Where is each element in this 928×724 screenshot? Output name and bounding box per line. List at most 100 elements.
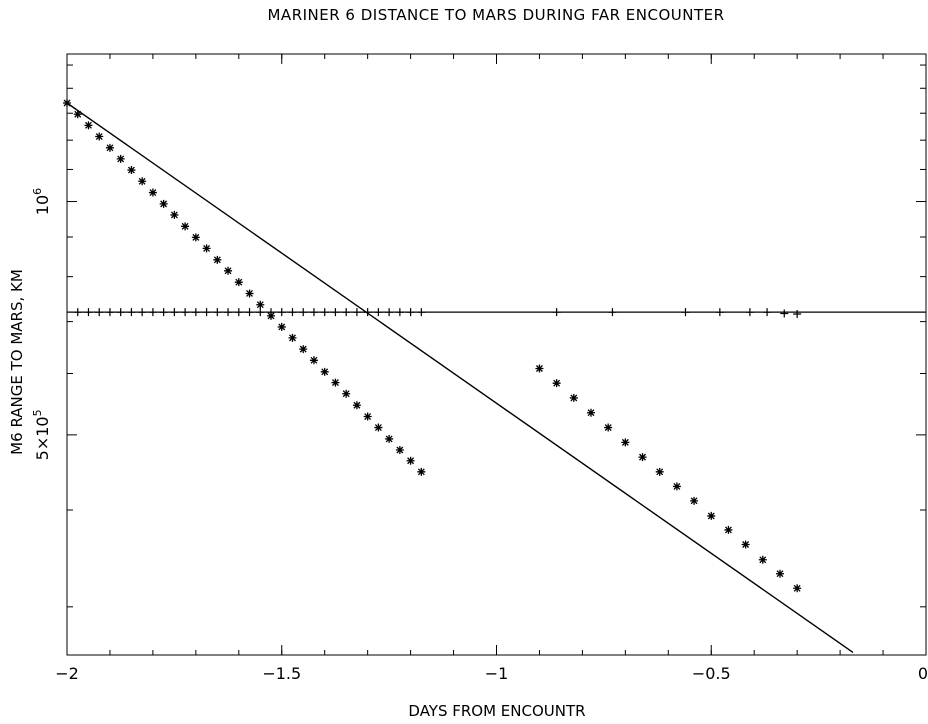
data-point-asterisk — [310, 356, 318, 364]
data-point-asterisk — [213, 256, 221, 264]
x-tick-label: −0.5 — [692, 664, 731, 683]
data-point-plus — [149, 308, 157, 316]
data-point-plus — [160, 308, 168, 316]
data-point-plus — [310, 308, 318, 316]
data-point-asterisk — [342, 390, 350, 398]
data-point-asterisk — [149, 189, 157, 197]
chart-title: MARINER 6 DISTANCE TO MARS DURING FAR EN… — [267, 6, 724, 24]
data-point-plus — [716, 308, 724, 316]
data-point-plus — [192, 308, 200, 316]
data-point-asterisk — [331, 379, 339, 387]
data-point-asterisk — [278, 323, 286, 331]
data-point-asterisk — [224, 267, 232, 275]
data-point-plus — [746, 308, 754, 316]
data-point-asterisk — [417, 468, 425, 476]
data-point-asterisk — [170, 211, 178, 219]
data-point-asterisk — [63, 99, 71, 107]
data-point-asterisk — [621, 438, 629, 446]
data-point-plus — [299, 308, 307, 316]
data-point-plus — [235, 308, 243, 316]
data-point-plus — [553, 308, 561, 316]
x-tick-label: −2 — [55, 664, 79, 683]
data-point-plus — [170, 308, 178, 316]
data-point-asterisk — [74, 110, 82, 118]
data-point-asterisk — [246, 289, 254, 297]
data-point-plus — [95, 308, 103, 316]
data-point-plus — [74, 308, 82, 316]
data-point-asterisk — [385, 435, 393, 443]
data-point-asterisk — [587, 409, 595, 417]
data-point-asterisk — [707, 512, 715, 520]
data-point-plus — [793, 310, 801, 318]
data-point-asterisk — [364, 413, 372, 421]
data-point-asterisk — [321, 368, 329, 376]
data-point-asterisk — [759, 556, 767, 564]
data-point-asterisk — [396, 446, 404, 454]
data-point-asterisk — [256, 301, 264, 309]
data-point-plus — [181, 308, 189, 316]
data-point-asterisk — [160, 200, 168, 208]
data-point-plus — [84, 308, 92, 316]
data-point-asterisk — [407, 457, 415, 465]
data-point-plus — [224, 308, 232, 316]
data-point-plus — [278, 308, 286, 316]
data-point-plus — [385, 308, 393, 316]
data-point-asterisk — [95, 133, 103, 141]
data-point-asterisk — [553, 379, 561, 387]
data-point-asterisk — [106, 144, 114, 152]
data-point-asterisk — [235, 278, 243, 286]
y-axis: 106 5×105 — [31, 65, 926, 607]
data-point-asterisk — [353, 401, 361, 409]
data-point-asterisk — [127, 166, 135, 174]
data-point-plus — [127, 308, 135, 316]
data-point-asterisk — [535, 364, 543, 372]
data-point-plus — [681, 308, 689, 316]
data-point-asterisk — [724, 526, 732, 534]
data-point-asterisk — [203, 244, 211, 252]
data-point-plus — [117, 308, 125, 316]
data-point-asterisk — [181, 222, 189, 230]
data-point-asterisk — [690, 497, 698, 505]
data-point-asterisk — [192, 233, 200, 241]
data-point-plus — [106, 308, 114, 316]
data-point-asterisk — [639, 453, 647, 461]
data-point-asterisk — [656, 468, 664, 476]
data-point-asterisk — [793, 584, 801, 592]
data-point-plus — [267, 308, 275, 316]
data-point-plus — [138, 308, 146, 316]
data-point-plus — [246, 308, 254, 316]
data-point-asterisk — [84, 121, 92, 129]
data-point-asterisk — [299, 345, 307, 353]
data-point-plus — [780, 310, 788, 318]
fit-line — [67, 103, 853, 652]
data-point-asterisk — [374, 424, 382, 432]
data-point-plus — [763, 308, 771, 316]
data-point-plus — [353, 308, 361, 316]
data-point-plus — [321, 308, 329, 316]
data-point-asterisk — [570, 394, 578, 402]
y-tick-label: 5×105 — [31, 409, 52, 460]
plot-frame — [67, 54, 926, 655]
data-point-plus — [374, 308, 382, 316]
data-point-asterisk — [742, 541, 750, 549]
x-axis-label: DAYS FROM ENCOUNTR — [408, 702, 585, 720]
data-point-plus — [396, 308, 404, 316]
data-point-asterisk — [604, 424, 612, 432]
data-point-asterisk — [117, 155, 125, 163]
data-point-plus — [288, 308, 296, 316]
data-point-plus — [256, 308, 264, 316]
y-axis-label: M6 RANGE TO MARS, KM — [8, 269, 26, 455]
data-point-plus — [203, 308, 211, 316]
data-point-plus — [608, 308, 616, 316]
data-point-plus — [417, 308, 425, 316]
data-point-plus — [331, 308, 339, 316]
x-tick-label: −1.5 — [262, 664, 301, 683]
y-tick-label: 106 — [31, 188, 52, 215]
x-tick-label: 0 — [918, 664, 928, 683]
x-tick-label: −1 — [485, 664, 509, 683]
data-point-plus — [213, 308, 221, 316]
data-point-plus — [407, 308, 415, 316]
data-markers — [63, 99, 801, 592]
data-point-asterisk — [776, 570, 784, 578]
